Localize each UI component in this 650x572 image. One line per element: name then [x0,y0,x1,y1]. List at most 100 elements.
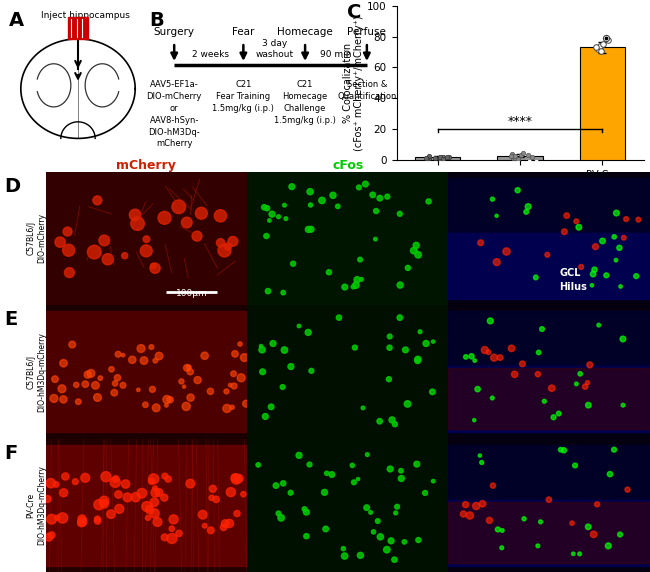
Text: B: B [150,11,164,30]
Text: E: E [5,311,18,329]
Point [513,154,523,164]
Point [306,475,316,484]
Point [424,153,434,162]
Text: C21
Homecage
Challenge
1.5mg/kg (i.p.): C21 Homecage Challenge 1.5mg/kg (i.p.) [274,80,336,125]
Point [304,416,314,426]
Text: C57BL6/J
DIO-hM3Dq-mCherry: C57BL6/J DIO-hM3Dq-mCherry [27,332,46,412]
Point [508,153,518,162]
Point [510,152,520,161]
X-axis label: Merge: Merge [500,205,540,219]
Text: 2 weeks: 2 weeks [192,50,229,59]
Point [613,529,623,538]
Point [217,414,228,423]
Text: F: F [5,444,18,463]
Point [603,35,613,44]
Bar [497,156,543,160]
Y-axis label: % Colocalization
(cFos⁺ mCherry⁺/mCherry⁺): % Colocalization (cFos⁺ mCherry⁺/mCherry… [343,15,365,151]
Point [198,562,208,571]
Point [197,530,207,539]
Bar [448,365,650,432]
Text: Hilus: Hilus [559,282,587,292]
Point [384,305,394,315]
Point [517,149,528,158]
Point [237,458,248,467]
Point [430,154,440,163]
Text: A: A [9,11,25,30]
Title: C21: C21 [504,0,536,4]
Point [171,567,181,572]
Point [439,421,450,430]
Bar [448,502,650,563]
Point [595,388,606,397]
Text: Section &
Quantification: Section & Quantification [337,80,396,101]
Point [596,46,606,55]
Point [502,444,512,453]
Text: C21
Fear Training
1.5mg/kg (i.p.): C21 Fear Training 1.5mg/kg (i.p.) [213,80,274,113]
Text: Fear: Fear [232,27,255,37]
Point [639,374,649,383]
Point [503,386,514,395]
Point [597,40,608,49]
Title: mCherry: mCherry [116,158,176,172]
Point [435,154,445,164]
Point [438,152,448,161]
Point [443,153,454,162]
Point [467,537,478,546]
Bar [448,178,650,232]
Point [509,166,519,176]
Point [424,152,434,161]
Point [421,153,431,162]
Point [421,387,431,396]
Point [305,343,315,352]
Point [507,151,517,160]
Point [601,34,612,43]
Text: C: C [347,3,361,22]
Text: D: D [5,177,21,196]
Point [601,34,612,43]
Text: 90 min: 90 min [320,50,352,59]
Point [437,154,448,164]
Point [507,149,517,158]
Text: Inject hippocampus: Inject hippocampus [41,11,129,19]
Point [189,455,200,464]
Point [160,488,170,497]
Point [475,535,486,544]
Point [627,499,638,509]
Point [562,79,573,88]
Point [227,375,238,384]
Bar [448,368,650,429]
Text: 100μm: 100μm [176,289,207,299]
Text: PV-Cre
DIO-hM3Dq-mCherry: PV-Cre DIO-hM3Dq-mCherry [27,466,46,545]
Point [510,154,521,163]
Point [473,529,484,538]
Text: ****: **** [508,116,532,129]
Point [523,150,534,160]
Point [422,154,432,163]
Bar [448,311,650,365]
Text: GCL: GCL [559,268,581,279]
Point [247,526,257,535]
Point [412,452,423,461]
Text: AAV5-EF1a-
DIO-mCherry
or
AAV8-hSyn-
DIO-hM3Dq-
mCherry: AAV5-EF1a- DIO-mCherry or AAV8-hSyn- DIO… [146,80,202,148]
Point [595,41,605,50]
Point [533,107,543,116]
Point [441,153,452,162]
Point [614,412,624,422]
Point [593,45,603,54]
Title: Merge: Merge [527,158,571,172]
Point [435,152,445,161]
Point [592,43,602,52]
Text: Perfuse: Perfuse [347,27,386,37]
Point [291,395,301,404]
Bar [415,157,460,160]
Polygon shape [21,39,135,138]
Text: Surgery: Surgery [153,27,195,37]
Text: C57BL6/J
DIO-mCherry: C57BL6/J DIO-mCherry [27,213,46,263]
Title: cFos: cFos [332,158,363,172]
Point [296,527,306,536]
Point [526,153,537,162]
Point [554,364,564,373]
Text: Homecage: Homecage [278,27,333,37]
Point [525,366,535,375]
Point [615,533,625,542]
